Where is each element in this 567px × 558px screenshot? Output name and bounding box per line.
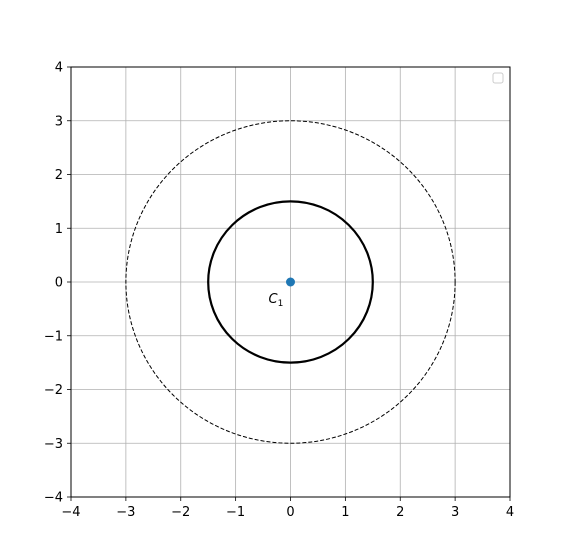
y-tick-label: 1 bbox=[55, 222, 63, 237]
y-tick-label: −2 bbox=[44, 383, 63, 398]
y-tick-label: 2 bbox=[55, 168, 63, 183]
y-tick-label: −1 bbox=[44, 329, 63, 344]
y-tick-label: 0 bbox=[55, 276, 63, 291]
point-marker bbox=[286, 277, 295, 287]
dashed-circle bbox=[125, 120, 456, 444]
x-tick-label: 1 bbox=[341, 505, 349, 520]
point-label-text: C bbox=[269, 292, 279, 307]
y-tick-label: −3 bbox=[44, 437, 63, 452]
x-tick-label: −1 bbox=[226, 505, 245, 520]
point-label-subscript: 1 bbox=[278, 299, 284, 309]
points: C1 bbox=[269, 277, 295, 309]
x-tick-label: 2 bbox=[396, 505, 404, 520]
circles bbox=[125, 120, 456, 444]
ticks: −4 −3 −2 −1 0 1 2 3 4 −4 −3 −2 −1 0 1 2 3 4 bbox=[44, 61, 514, 521]
point-label: C1 bbox=[269, 292, 284, 309]
x-tick-label: 0 bbox=[286, 505, 294, 520]
y-tick-label: 4 bbox=[55, 61, 63, 76]
legend-box bbox=[492, 72, 504, 84]
legend bbox=[492, 72, 504, 84]
x-tick-label: −4 bbox=[61, 505, 80, 520]
x-tick-label: −2 bbox=[171, 505, 190, 520]
y-tick-label: 3 bbox=[55, 114, 63, 129]
x-tick-label: 4 bbox=[506, 505, 514, 520]
solid-circle bbox=[207, 200, 374, 364]
y-tick-label: −4 bbox=[44, 491, 63, 506]
x-tick-label: 3 bbox=[451, 505, 459, 520]
x-tick-label: −3 bbox=[116, 505, 135, 520]
